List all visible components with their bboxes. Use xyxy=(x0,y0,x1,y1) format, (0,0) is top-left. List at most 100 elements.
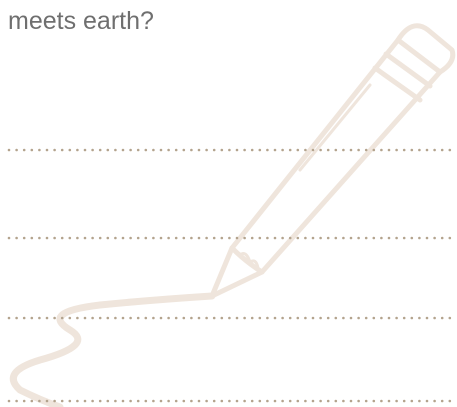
dot xyxy=(122,237,125,240)
dot xyxy=(53,149,56,152)
dot xyxy=(449,317,452,320)
dot xyxy=(388,400,391,403)
dot xyxy=(449,149,452,152)
dot xyxy=(205,237,208,240)
dot xyxy=(69,400,72,403)
dot xyxy=(289,149,292,152)
dot xyxy=(84,400,87,403)
dot xyxy=(205,149,208,152)
dot xyxy=(213,149,216,152)
dot xyxy=(266,317,269,320)
dot xyxy=(274,400,277,403)
dot xyxy=(38,400,41,403)
dot xyxy=(61,317,64,320)
dot xyxy=(236,237,239,240)
dot xyxy=(15,317,18,320)
dot xyxy=(122,400,125,403)
pencil-scribble xyxy=(13,296,212,407)
dot xyxy=(449,400,452,403)
dot xyxy=(403,400,406,403)
dot xyxy=(228,149,231,152)
dot xyxy=(433,237,436,240)
dot xyxy=(114,237,117,240)
dot xyxy=(175,149,178,152)
dot xyxy=(183,149,186,152)
dot xyxy=(76,400,79,403)
dot xyxy=(281,237,284,240)
dot xyxy=(426,149,429,152)
dot xyxy=(145,149,148,152)
dot xyxy=(357,317,360,320)
dot xyxy=(8,149,11,152)
dot xyxy=(395,400,398,403)
dot xyxy=(91,400,94,403)
dot xyxy=(312,400,315,403)
dot xyxy=(145,400,148,403)
dot xyxy=(426,400,429,403)
dot xyxy=(198,237,201,240)
dot xyxy=(281,400,284,403)
dot xyxy=(91,149,94,152)
dot xyxy=(160,317,163,320)
dot xyxy=(411,317,414,320)
dot xyxy=(357,237,360,240)
dot xyxy=(107,400,110,403)
dot xyxy=(274,317,277,320)
pencil-line xyxy=(300,85,370,170)
dot xyxy=(297,317,300,320)
dot xyxy=(99,400,102,403)
dot xyxy=(221,149,224,152)
dot xyxy=(403,317,406,320)
dot xyxy=(76,237,79,240)
dot xyxy=(251,317,254,320)
dot xyxy=(350,149,353,152)
question-text: meets earth? xyxy=(8,6,154,36)
dot xyxy=(8,237,11,240)
dot xyxy=(411,237,414,240)
pencil-tip xyxy=(212,248,262,296)
dot xyxy=(251,237,254,240)
dot xyxy=(198,400,201,403)
dot xyxy=(259,149,262,152)
dot xyxy=(76,149,79,152)
dot xyxy=(31,149,34,152)
dot xyxy=(357,400,360,403)
dot xyxy=(297,149,300,152)
dot xyxy=(175,237,178,240)
dot xyxy=(297,400,300,403)
dot xyxy=(259,400,262,403)
dot xyxy=(411,400,414,403)
dot xyxy=(46,317,49,320)
dot xyxy=(243,149,246,152)
dot xyxy=(335,149,338,152)
dot xyxy=(46,400,49,403)
dot xyxy=(145,317,148,320)
dot xyxy=(175,317,178,320)
dot xyxy=(129,237,132,240)
dot xyxy=(327,317,330,320)
dot xyxy=(8,400,11,403)
writing-lines xyxy=(8,149,451,403)
dot xyxy=(327,400,330,403)
dot xyxy=(304,237,307,240)
dot xyxy=(61,400,64,403)
dot xyxy=(8,317,11,320)
dot xyxy=(388,149,391,152)
dot xyxy=(228,400,231,403)
dot xyxy=(418,237,421,240)
dot xyxy=(137,400,140,403)
dot xyxy=(289,317,292,320)
dot xyxy=(198,149,201,152)
dot xyxy=(190,400,193,403)
dot xyxy=(183,237,186,240)
dot xyxy=(107,149,110,152)
dot xyxy=(190,317,193,320)
dot xyxy=(433,317,436,320)
dot xyxy=(99,149,102,152)
dot xyxy=(61,149,64,152)
dot xyxy=(84,317,87,320)
dot xyxy=(198,317,201,320)
dot xyxy=(31,237,34,240)
dot xyxy=(160,237,163,240)
dot xyxy=(23,317,26,320)
